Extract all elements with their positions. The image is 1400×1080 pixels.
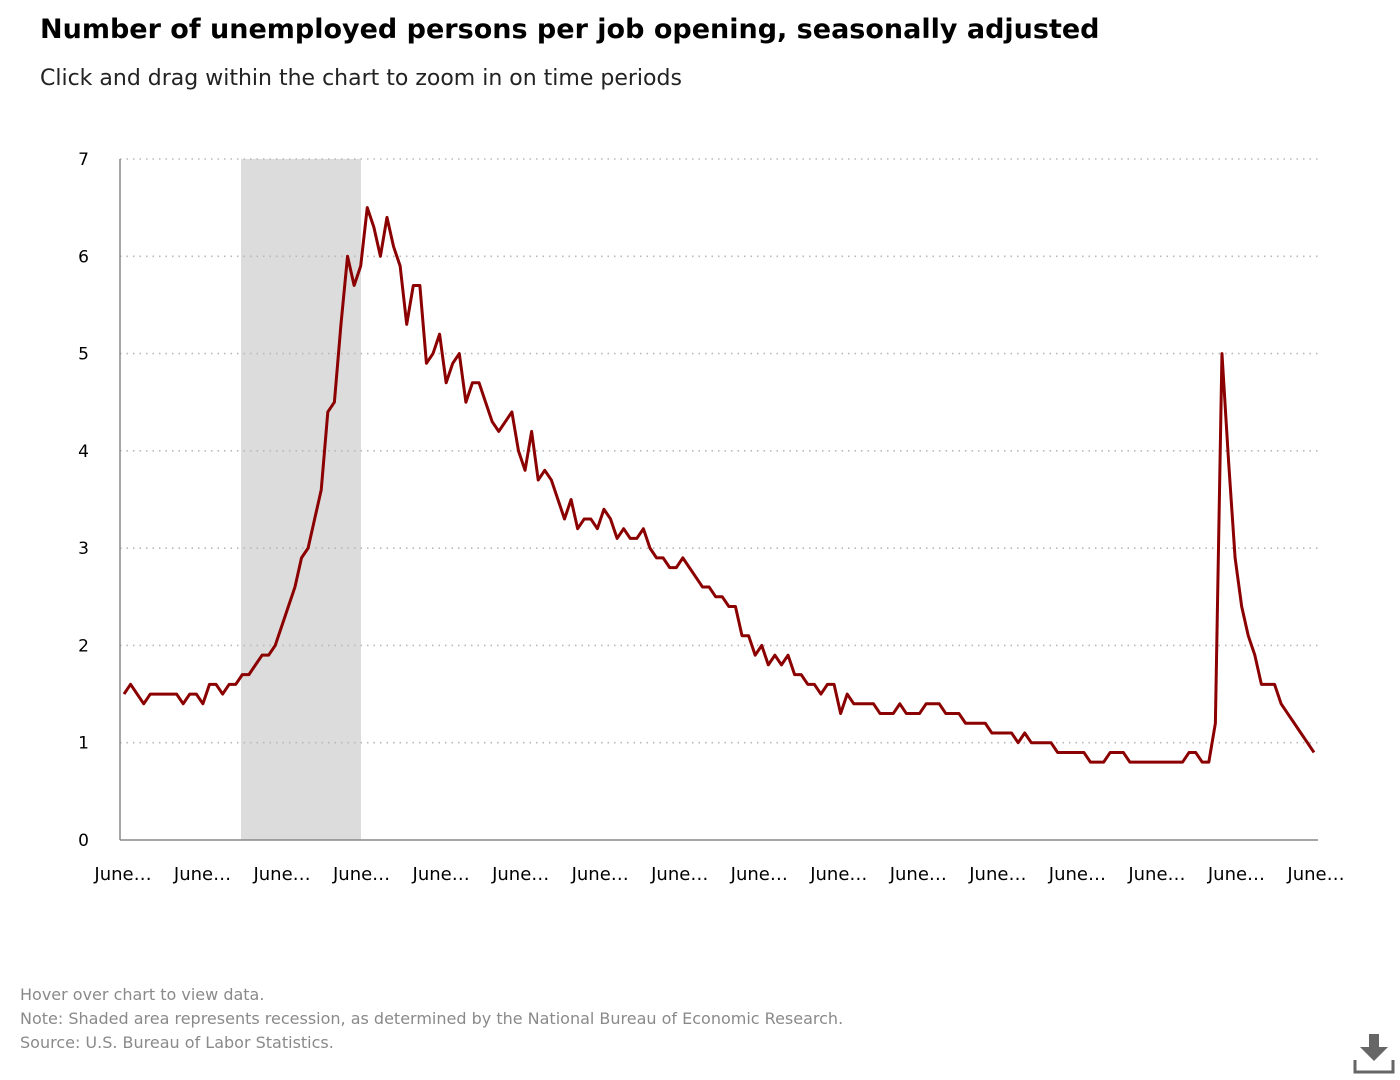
x-tick-label: June… xyxy=(491,864,549,885)
y-tick-label: 2 xyxy=(78,636,89,656)
x-tick-label: June… xyxy=(968,864,1026,885)
x-tick-label: June… xyxy=(93,864,151,885)
x-tick-label: June… xyxy=(332,864,390,885)
y-tick-label: 4 xyxy=(78,442,89,462)
chart-notes: Hover over chart to view data. Note: Sha… xyxy=(20,983,843,1055)
y-tick-label: 3 xyxy=(78,539,89,559)
y-tick-label: 5 xyxy=(78,345,89,365)
x-tick-label: June… xyxy=(252,864,310,885)
hover-note: Hover over chart to view data. xyxy=(20,985,265,1004)
line-chart[interactable]: 0 1 2 3 4 5 6 7 June… June… June… June… June… June… J… xyxy=(0,130,1400,910)
y-tick-label: 7 xyxy=(78,150,89,170)
recession-shading xyxy=(241,159,361,840)
x-tick-label: June… xyxy=(173,864,231,885)
x-tick-label: June… xyxy=(1048,864,1106,885)
x-tick-label: June… xyxy=(650,864,708,885)
x-tick-label: June… xyxy=(1127,864,1185,885)
y-tick-label: 1 xyxy=(78,734,89,754)
source-note: Source: U.S. Bureau of Labor Statistics. xyxy=(20,1033,334,1052)
chart-title: Number of unemployed persons per job ope… xyxy=(40,14,1100,45)
x-tick-label: June… xyxy=(571,864,629,885)
x-tick-label: June… xyxy=(1207,864,1265,885)
download-button[interactable] xyxy=(1352,1030,1396,1074)
x-tick-label: June… xyxy=(730,864,788,885)
x-tick-label: June… xyxy=(809,864,867,885)
chart-subtitle: Click and drag within the chart to zoom … xyxy=(40,66,682,91)
y-tick-label: 0 xyxy=(78,831,89,851)
y-tick-label: 6 xyxy=(78,247,89,267)
x-tick-label: June… xyxy=(1286,864,1344,885)
x-tick-label: June… xyxy=(889,864,947,885)
x-tick-label: June… xyxy=(412,864,470,885)
recession-note: Note: Shaded area represents recession, … xyxy=(20,1009,844,1028)
series-line[interactable] xyxy=(122,206,1316,764)
download-icon xyxy=(1353,1034,1395,1074)
